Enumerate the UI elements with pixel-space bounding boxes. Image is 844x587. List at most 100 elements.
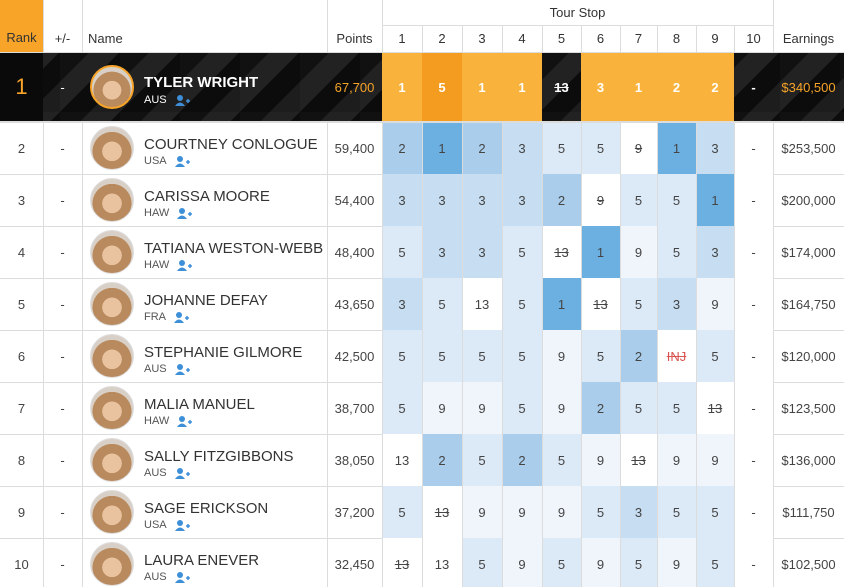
grid-line [542,434,543,486]
rank: 7 [17,400,26,416]
result: 3 [502,122,542,174]
grid-line [696,174,697,226]
grid-line [734,278,735,330]
grid-line [422,25,423,52]
result: 5 [696,486,734,538]
points: 67,700 [334,79,375,95]
earnings: $111,750 [782,504,835,520]
grid-line [773,174,774,226]
points: 42,500 [334,348,375,364]
grid-line [462,538,463,587]
grid-line [502,25,503,52]
grid-line [657,174,658,226]
grid-line [773,278,774,330]
grid-line [581,538,582,587]
earnings: $164,750 [781,296,836,312]
grid-line [620,122,621,174]
grid-line [422,226,423,278]
grid-line [327,0,328,52]
result: 5 [581,122,620,174]
grid-line [734,330,735,382]
result: 5 [462,330,502,382]
result: 5 [657,226,696,278]
result: 5 [502,382,542,434]
points: 38,700 [334,400,375,416]
stop-header: 6 [596,31,605,46]
result: 9 [502,538,542,587]
result: 3 [657,278,696,330]
grid-line [773,330,774,382]
grid-line [327,382,328,434]
grid-line [734,382,735,434]
follow-icon[interactable] [176,259,193,272]
grid-line [696,226,697,278]
name: CARISSA MOORE [144,187,270,205]
stop-header: 1 [398,31,406,46]
tour-stop-header: Tour Stop [549,5,606,20]
grid-line [581,486,582,538]
follow-icon[interactable] [174,571,190,584]
follow-icon[interactable] [176,207,193,220]
result: 3 [462,226,502,278]
follow-icon[interactable] [174,519,190,532]
follow-icon[interactable] [174,94,190,107]
result: 3 [620,486,657,538]
dropped-result: 13 [581,278,620,330]
result: 1 [422,122,462,174]
follow-icon[interactable] [174,155,190,168]
change: - [60,79,65,95]
grid-line [462,382,463,434]
follow-icon[interactable] [174,467,190,480]
earnings-header: Earnings [782,31,835,46]
grid-line [502,226,503,278]
result: 5 [657,174,696,226]
avatar [90,386,134,430]
grid-line [43,278,44,330]
grid-line [773,538,774,587]
result: 5 [422,278,462,330]
result: 5 [696,538,734,587]
dropped-result: 13 [422,486,462,538]
earnings: $123,500 [781,400,836,416]
name: MALIA MANUEL [144,395,255,413]
stop-header: 2 [438,31,446,46]
result: 9 [696,434,734,486]
grid-line [502,486,503,538]
change: - [60,244,65,260]
grid-line [422,174,423,226]
grid-line [382,226,383,278]
grid-line [696,330,697,382]
grid-line [657,486,658,538]
result: 3 [462,174,502,226]
stop-header: 9 [711,31,719,46]
result: 3 [382,278,422,330]
grid-line [462,330,463,382]
result: 5 [462,434,502,486]
result: 1 [696,174,734,226]
grid-line [422,278,423,330]
stop-header: 10 [746,31,761,46]
dropped-result: 13 [554,79,569,95]
grid-line [657,278,658,330]
rank: 8 [17,452,26,468]
grid-line [82,382,83,434]
name: TYLER WRIGHT [144,73,259,91]
result: 5 [620,382,657,434]
grid-line [382,25,773,26]
grid-line [82,174,83,226]
avatar [90,490,134,534]
follow-icon[interactable] [174,363,190,376]
grid-line [696,278,697,330]
grid-line [422,382,423,434]
result: 9 [657,434,696,486]
grid-line [43,538,44,587]
grid-line [620,486,621,538]
change-header: +/- [54,31,71,46]
follow-icon[interactable] [173,311,189,324]
earnings: $200,000 [781,192,836,208]
grid-line [327,538,328,587]
grid-line [82,0,83,52]
grid-line [773,25,774,52]
follow-icon[interactable] [176,415,193,428]
